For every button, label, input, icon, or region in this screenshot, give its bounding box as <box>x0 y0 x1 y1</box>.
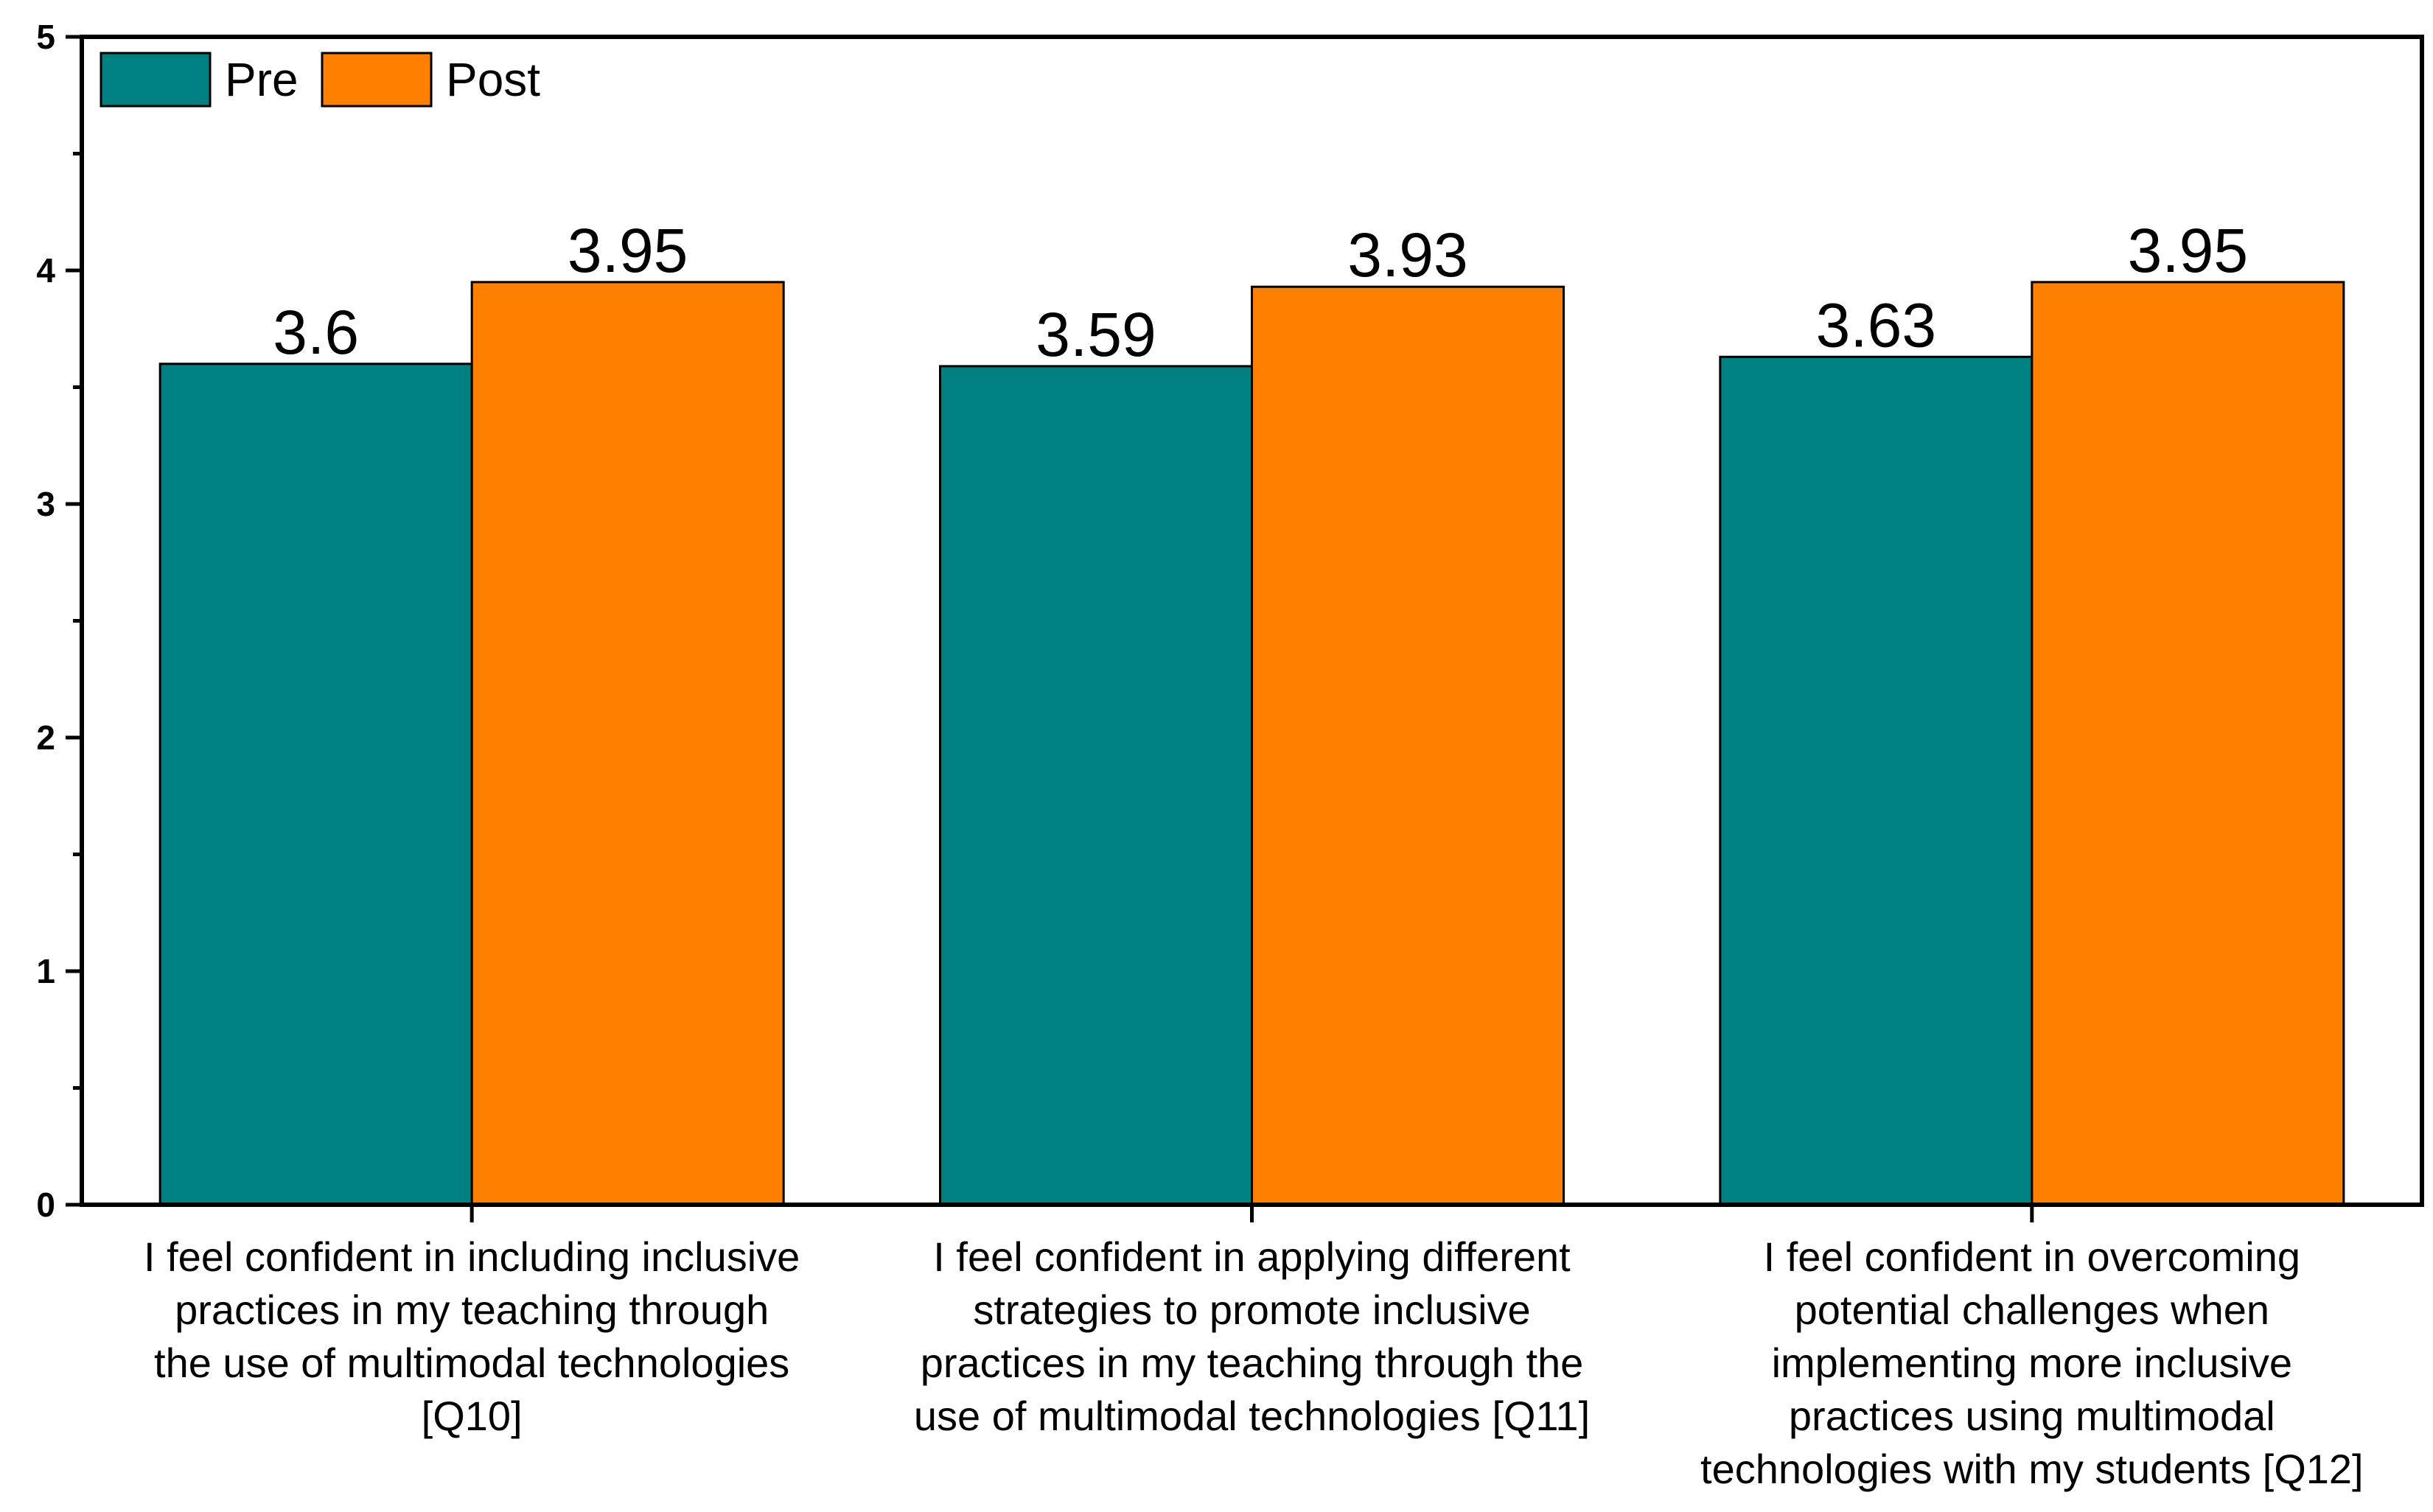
category-label-q12: I feel confident in overcoming potential … <box>1700 1233 2364 1492</box>
y-tick-label: 1 <box>36 952 55 990</box>
category-label-line: practices in my teaching through the <box>921 1340 1584 1386</box>
category-label-line: technologies with my students [Q12] <box>1700 1446 2364 1492</box>
category-label-line: the use of multimodal technologies <box>154 1340 789 1386</box>
data-label-pre-q10: 3.6 <box>273 298 359 367</box>
category-label-line: I feel confident in overcoming <box>1764 1233 2300 1280</box>
bar-post-q12 <box>2031 281 2345 1206</box>
data-label-post-q12: 3.95 <box>2128 216 2249 285</box>
bar-pre-q12 <box>1719 355 2034 1206</box>
y-tick-label: 0 <box>36 1186 55 1224</box>
data-label-pre-q11: 3.59 <box>1036 300 1156 369</box>
category-label-line: I feel confident in applying different <box>933 1233 1571 1280</box>
legend: Pre Post <box>100 52 540 108</box>
bar-post-q10 <box>470 281 785 1206</box>
y-tick-label: 5 <box>36 18 55 56</box>
data-label-post-q10: 3.95 <box>568 216 688 285</box>
bar-pre-q10 <box>158 363 473 1206</box>
x-axis: I feel confident in including inclusive p… <box>144 1205 2364 1492</box>
category-label-line: [Q10] <box>422 1393 523 1439</box>
y-tick-label: 3 <box>36 485 55 523</box>
category-label-line: practices using multimodal <box>1789 1393 2275 1439</box>
data-label-pre-q12: 3.63 <box>1816 290 1937 360</box>
category-label-line: strategies to promote inclusive <box>973 1287 1530 1333</box>
data-label-post-q11: 3.93 <box>1347 220 1468 290</box>
y-tick-label: 4 <box>36 251 55 290</box>
category-label-q11: I feel confident in applying different st… <box>914 1233 1590 1439</box>
legend-swatch-post <box>321 52 433 108</box>
y-axis: 0 1 2 3 4 5 <box>36 18 82 1224</box>
legend-swatch-pre <box>100 52 212 108</box>
bars-layer <box>158 281 2345 1206</box>
bar-pre-q11 <box>939 365 1253 1206</box>
y-tick-label: 2 <box>36 718 55 757</box>
data-labels-layer: 3.6 3.95 3.59 3.93 3.63 3.95 <box>273 216 2248 369</box>
legend-label-pre: Pre <box>225 53 299 106</box>
legend-label-post: Post <box>446 53 540 106</box>
category-label-line: implementing more inclusive <box>1772 1340 2293 1386</box>
category-label-line: use of multimodal technologies [Q11] <box>914 1393 1590 1439</box>
category-label-line: I feel confident in including inclusive <box>144 1233 800 1280</box>
category-label-line: potential challenges when <box>1795 1287 2269 1333</box>
bar-post-q11 <box>1251 285 1565 1206</box>
category-label-line: practices in my teaching through <box>175 1287 769 1333</box>
category-label-q10: I feel confident in including inclusive p… <box>144 1233 800 1439</box>
